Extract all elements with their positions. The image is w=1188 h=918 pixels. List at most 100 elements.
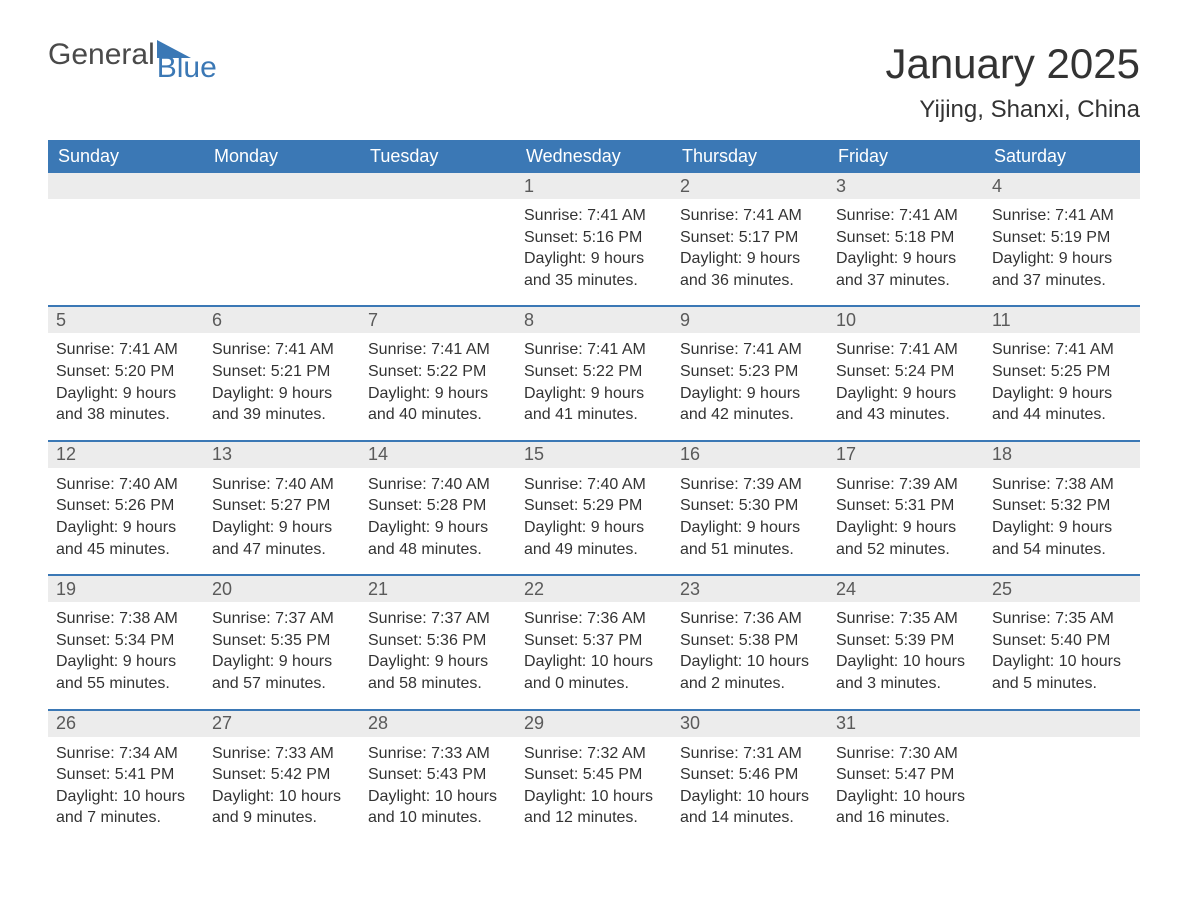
- sunset-line: Sunset: 5:38 PM: [680, 630, 820, 652]
- day-body: Sunrise: 7:38 AMSunset: 5:34 PMDaylight:…: [48, 602, 204, 708]
- sunrise-line: Sunrise: 7:34 AM: [56, 743, 196, 765]
- day-number: 23: [672, 576, 828, 602]
- daylight-line: Daylight: 9 hours and 47 minutes.: [212, 517, 352, 560]
- logo: General Blue: [48, 40, 217, 81]
- sunrise-line: Sunrise: 7:41 AM: [56, 339, 196, 361]
- day-header-tuesday: Tuesday: [360, 140, 516, 173]
- day-number: 16: [672, 442, 828, 468]
- day-body: Sunrise: 7:35 AMSunset: 5:40 PMDaylight:…: [984, 602, 1140, 708]
- day-cell-30: 30Sunrise: 7:31 AMSunset: 5:46 PMDayligh…: [672, 711, 828, 843]
- sunset-line: Sunset: 5:22 PM: [368, 361, 508, 383]
- day-header-friday: Friday: [828, 140, 984, 173]
- location-label: Yijing, Shanxi, China: [885, 96, 1140, 124]
- sunrise-line: Sunrise: 7:41 AM: [212, 339, 352, 361]
- sunset-line: Sunset: 5:40 PM: [992, 630, 1132, 652]
- day-body: Sunrise: 7:41 AMSunset: 5:16 PMDaylight:…: [516, 199, 672, 305]
- sunset-line: Sunset: 5:23 PM: [680, 361, 820, 383]
- day-body: Sunrise: 7:30 AMSunset: 5:47 PMDaylight:…: [828, 737, 984, 843]
- sunrise-line: Sunrise: 7:41 AM: [992, 205, 1132, 227]
- day-cell-empty: [360, 173, 516, 305]
- daylight-line: Daylight: 9 hours and 49 minutes.: [524, 517, 664, 560]
- day-body: [48, 199, 204, 219]
- calendar: SundayMondayTuesdayWednesdayThursdayFrid…: [48, 140, 1140, 843]
- sunset-line: Sunset: 5:16 PM: [524, 227, 664, 249]
- sunrise-line: Sunrise: 7:36 AM: [680, 608, 820, 630]
- day-body: Sunrise: 7:34 AMSunset: 5:41 PMDaylight:…: [48, 737, 204, 843]
- day-number: 13: [204, 442, 360, 468]
- day-body: Sunrise: 7:35 AMSunset: 5:39 PMDaylight:…: [828, 602, 984, 708]
- day-number: 19: [48, 576, 204, 602]
- sunrise-line: Sunrise: 7:41 AM: [524, 339, 664, 361]
- daylight-line: Daylight: 9 hours and 43 minutes.: [836, 383, 976, 426]
- daylight-line: Daylight: 10 hours and 3 minutes.: [836, 651, 976, 694]
- sunrise-line: Sunrise: 7:41 AM: [680, 339, 820, 361]
- daylight-line: Daylight: 9 hours and 35 minutes.: [524, 248, 664, 291]
- day-number: 6: [204, 307, 360, 333]
- day-body: Sunrise: 7:36 AMSunset: 5:37 PMDaylight:…: [516, 602, 672, 708]
- day-number: 18: [984, 442, 1140, 468]
- day-cell-10: 10Sunrise: 7:41 AMSunset: 5:24 PMDayligh…: [828, 307, 984, 439]
- day-number: 22: [516, 576, 672, 602]
- day-cell-4: 4Sunrise: 7:41 AMSunset: 5:19 PMDaylight…: [984, 173, 1140, 305]
- sunset-line: Sunset: 5:31 PM: [836, 495, 976, 517]
- day-cell-26: 26Sunrise: 7:34 AMSunset: 5:41 PMDayligh…: [48, 711, 204, 843]
- day-number: 12: [48, 442, 204, 468]
- header: General Blue January 2025 Yijing, Shanxi…: [48, 40, 1140, 136]
- day-body: Sunrise: 7:40 AMSunset: 5:29 PMDaylight:…: [516, 468, 672, 574]
- day-body: Sunrise: 7:37 AMSunset: 5:35 PMDaylight:…: [204, 602, 360, 708]
- sunset-line: Sunset: 5:28 PM: [368, 495, 508, 517]
- day-cell-12: 12Sunrise: 7:40 AMSunset: 5:26 PMDayligh…: [48, 442, 204, 574]
- daylight-line: Daylight: 9 hours and 42 minutes.: [680, 383, 820, 426]
- daylight-line: Daylight: 9 hours and 38 minutes.: [56, 383, 196, 426]
- day-cell-11: 11Sunrise: 7:41 AMSunset: 5:25 PMDayligh…: [984, 307, 1140, 439]
- day-body: Sunrise: 7:41 AMSunset: 5:20 PMDaylight:…: [48, 333, 204, 439]
- daylight-line: Daylight: 9 hours and 44 minutes.: [992, 383, 1132, 426]
- day-cell-14: 14Sunrise: 7:40 AMSunset: 5:28 PMDayligh…: [360, 442, 516, 574]
- sunset-line: Sunset: 5:37 PM: [524, 630, 664, 652]
- day-cell-17: 17Sunrise: 7:39 AMSunset: 5:31 PMDayligh…: [828, 442, 984, 574]
- day-number: 24: [828, 576, 984, 602]
- daylight-line: Daylight: 9 hours and 48 minutes.: [368, 517, 508, 560]
- day-body: [360, 199, 516, 219]
- sunset-line: Sunset: 5:36 PM: [368, 630, 508, 652]
- sunset-line: Sunset: 5:29 PM: [524, 495, 664, 517]
- week-row: 26Sunrise: 7:34 AMSunset: 5:41 PMDayligh…: [48, 709, 1140, 843]
- sunrise-line: Sunrise: 7:30 AM: [836, 743, 976, 765]
- daylight-line: Daylight: 9 hours and 51 minutes.: [680, 517, 820, 560]
- day-body: Sunrise: 7:41 AMSunset: 5:19 PMDaylight:…: [984, 199, 1140, 305]
- day-number: 15: [516, 442, 672, 468]
- day-cell-21: 21Sunrise: 7:37 AMSunset: 5:36 PMDayligh…: [360, 576, 516, 708]
- daylight-line: Daylight: 10 hours and 2 minutes.: [680, 651, 820, 694]
- sunrise-line: Sunrise: 7:41 AM: [680, 205, 820, 227]
- day-cell-16: 16Sunrise: 7:39 AMSunset: 5:30 PMDayligh…: [672, 442, 828, 574]
- day-cell-29: 29Sunrise: 7:32 AMSunset: 5:45 PMDayligh…: [516, 711, 672, 843]
- day-cell-19: 19Sunrise: 7:38 AMSunset: 5:34 PMDayligh…: [48, 576, 204, 708]
- day-cell-22: 22Sunrise: 7:36 AMSunset: 5:37 PMDayligh…: [516, 576, 672, 708]
- month-title: January 2025: [885, 40, 1140, 88]
- day-body: Sunrise: 7:41 AMSunset: 5:24 PMDaylight:…: [828, 333, 984, 439]
- day-header-saturday: Saturday: [984, 140, 1140, 173]
- day-body: Sunrise: 7:39 AMSunset: 5:30 PMDaylight:…: [672, 468, 828, 574]
- day-body: Sunrise: 7:40 AMSunset: 5:27 PMDaylight:…: [204, 468, 360, 574]
- sunset-line: Sunset: 5:19 PM: [992, 227, 1132, 249]
- day-cell-empty: [984, 711, 1140, 843]
- day-cell-25: 25Sunrise: 7:35 AMSunset: 5:40 PMDayligh…: [984, 576, 1140, 708]
- day-cell-8: 8Sunrise: 7:41 AMSunset: 5:22 PMDaylight…: [516, 307, 672, 439]
- sunrise-line: Sunrise: 7:37 AM: [368, 608, 508, 630]
- daylight-line: Daylight: 9 hours and 37 minutes.: [836, 248, 976, 291]
- daylight-line: Daylight: 10 hours and 0 minutes.: [524, 651, 664, 694]
- daylight-line: Daylight: 10 hours and 7 minutes.: [56, 786, 196, 829]
- logo-text-blue: Blue: [157, 54, 217, 81]
- day-body: Sunrise: 7:39 AMSunset: 5:31 PMDaylight:…: [828, 468, 984, 574]
- day-number: 26: [48, 711, 204, 737]
- daylight-line: Daylight: 9 hours and 36 minutes.: [680, 248, 820, 291]
- day-cell-28: 28Sunrise: 7:33 AMSunset: 5:43 PMDayligh…: [360, 711, 516, 843]
- day-body: Sunrise: 7:41 AMSunset: 5:22 PMDaylight:…: [516, 333, 672, 439]
- day-cell-empty: [48, 173, 204, 305]
- day-header-thursday: Thursday: [672, 140, 828, 173]
- sunrise-line: Sunrise: 7:37 AM: [212, 608, 352, 630]
- day-body: Sunrise: 7:33 AMSunset: 5:43 PMDaylight:…: [360, 737, 516, 843]
- sunrise-line: Sunrise: 7:41 AM: [368, 339, 508, 361]
- sunrise-line: Sunrise: 7:38 AM: [56, 608, 196, 630]
- daylight-line: Daylight: 10 hours and 14 minutes.: [680, 786, 820, 829]
